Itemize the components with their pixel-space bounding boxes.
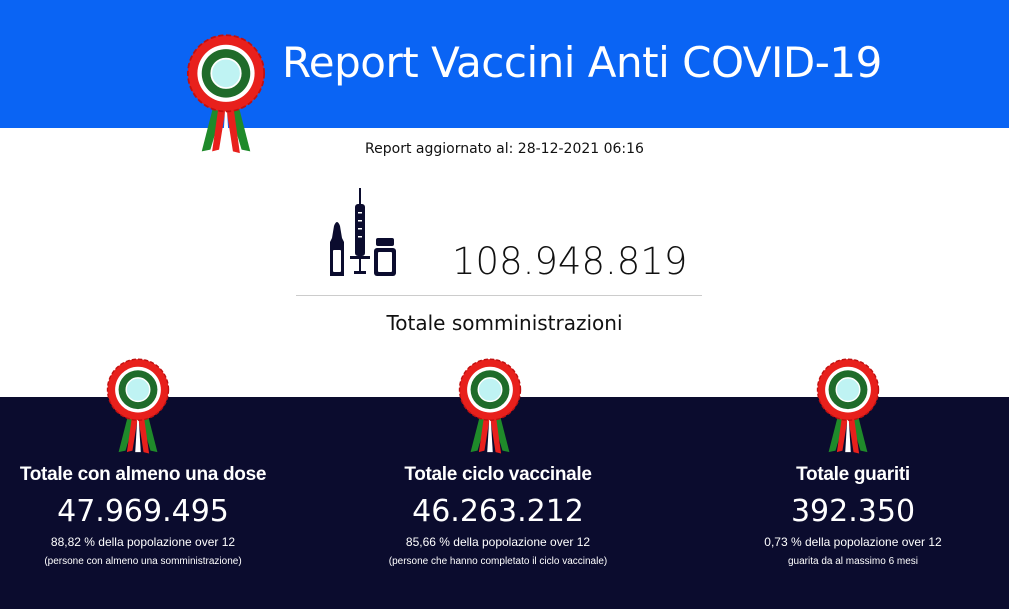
divider xyxy=(296,295,702,296)
rosette-icon xyxy=(101,355,175,459)
syringe-vials-icon xyxy=(330,188,396,276)
stat-title: Totale guariti xyxy=(796,464,910,485)
stat-percent: 0,73 % della popolazione over 12 xyxy=(764,535,942,549)
stat-title: Totale con almeno una dose xyxy=(19,464,267,485)
stat-note: (persone che hanno completato il ciclo v… xyxy=(388,556,608,567)
header-bar: Report Vaccini Anti COVID-19 xyxy=(0,0,1009,128)
stat-full-cycle: Totale ciclo vaccinale 46.263.212 85,66 … xyxy=(328,464,668,567)
total-administrations-value: 108.948.819 xyxy=(452,240,688,283)
stat-value: 47.969.495 xyxy=(57,494,229,529)
rosette-icon xyxy=(811,355,885,459)
stat-note: guarita da al massimo 6 mesi xyxy=(787,556,919,567)
stat-percent: 88,82 % della popolazione over 12 xyxy=(50,535,236,549)
stat-percent: 85,66 % della popolazione over 12 xyxy=(405,535,591,549)
page-title: Report Vaccini Anti COVID-19 xyxy=(282,38,882,87)
total-administrations-label: Totale somministrazioni xyxy=(386,311,623,335)
stat-note: (persone con almeno una somministrazione… xyxy=(44,556,242,567)
stat-first-dose: Totale con almeno una dose 47.969.495 88… xyxy=(0,464,313,567)
stat-value: 392.350 xyxy=(790,494,916,529)
stat-value: 46.263.212 xyxy=(412,494,584,529)
stat-recovered: Totale guariti 392.350 0,73 % della popo… xyxy=(683,464,1009,567)
last-updated: Report aggiornato al: 28-12-2021 06:16 xyxy=(365,141,644,157)
rosette-icon xyxy=(453,355,527,459)
stat-title: Totale ciclo vaccinale xyxy=(404,464,592,485)
